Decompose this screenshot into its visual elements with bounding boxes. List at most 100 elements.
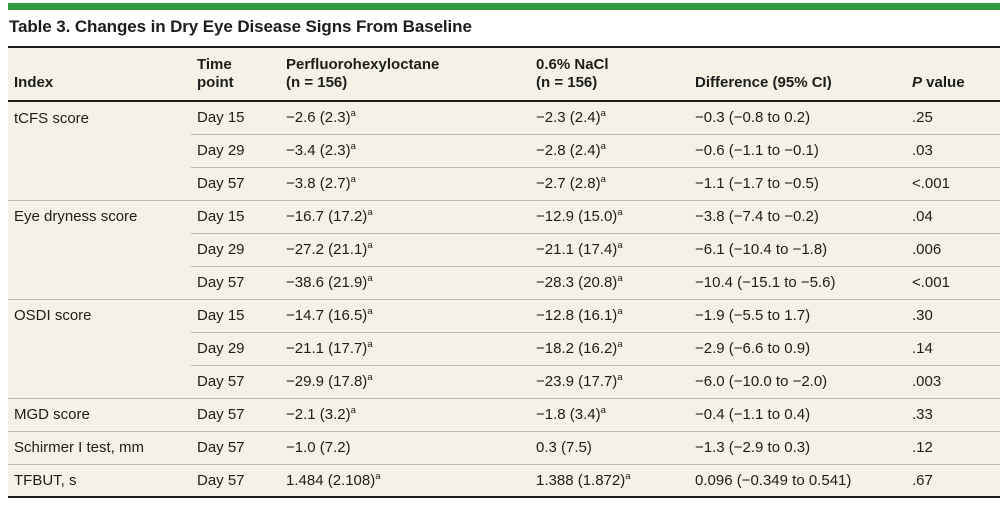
cell-index: Schirmer I test, mm — [8, 430, 191, 464]
nacl-value: −2.3 (2.4) — [536, 109, 601, 127]
table-header: Index Time point Perfluorohexyloctane (n… — [8, 47, 1000, 102]
cell-index — [8, 167, 191, 200]
nacl-value: −23.9 (17.7) — [536, 373, 618, 390]
table-row: Day 29 −27.2 (21.1)a −21.1 (17.4)a −6.1 … — [8, 232, 1000, 266]
table-row: Day 57 −3.8 (2.7)a −2.7 (2.8)a −1.1 (−1.… — [8, 166, 1000, 200]
cell-p-value: .006 — [906, 232, 1000, 266]
col-header-p-italic: P — [912, 74, 923, 92]
table-row: Day 57 −38.6 (21.9)a −28.3 (20.8)a −10.4… — [8, 265, 1000, 299]
dry-eye-signs-table: Index Time point Perfluorohexyloctane (n… — [8, 46, 1000, 498]
col-header-index: Index — [8, 47, 191, 102]
cell-nacl-value: −18.2 (16.2)a — [530, 331, 689, 365]
nacl-value: −18.2 (16.2) — [536, 340, 618, 357]
footnote-marker-a: a — [617, 306, 623, 317]
footnote-marker-a: a — [600, 141, 606, 152]
nacl-value: 0.3 (7.5) — [536, 439, 592, 456]
col-header-nacl-line2: (n = 156) — [536, 74, 598, 92]
cell-index: MGD score — [8, 397, 191, 431]
cell-difference: −3.8 (−7.4 to −0.2) — [689, 199, 906, 233]
footnote-marker-a: a — [350, 405, 356, 416]
nacl-value: −28.3 (20.8) — [536, 274, 618, 291]
drug-value: −3.8 (2.7) — [286, 175, 351, 192]
cell-p-value: .30 — [906, 298, 1000, 332]
table-row: Day 29 −21.1 (17.7)a −18.2 (16.2)a −2.9 … — [8, 331, 1000, 365]
col-header-drug-line2: (n = 156) — [286, 74, 348, 92]
cell-time-point: Day 57 — [191, 397, 280, 431]
cell-p-value: .04 — [906, 199, 1000, 233]
cell-nacl-value: −28.3 (20.8)a — [530, 265, 689, 299]
col-header-nacl: 0.6% NaCl (n = 156) — [530, 47, 689, 102]
cell-drug-value: −38.6 (21.9)a — [280, 265, 530, 299]
drug-value: −2.6 (2.3) — [286, 109, 351, 127]
cell-difference: −2.9 (−6.6 to 0.9) — [689, 331, 906, 365]
cell-index: OSDI score — [8, 298, 191, 332]
footnote-marker-a: a — [367, 372, 373, 383]
cell-nacl-value: −2.8 (2.4)a — [530, 133, 689, 167]
cell-nacl-value: −12.8 (16.1)a — [530, 298, 689, 332]
col-header-difference-label: Difference (95% CI) — [695, 74, 832, 92]
cell-time-point: Day 29 — [191, 232, 280, 266]
footnote-marker-a: a — [375, 470, 381, 482]
cell-difference: −0.3 (−0.8 to 0.2) — [695, 109, 811, 127]
table-row: Day 29 −3.4 (2.3)a −2.8 (2.4)a −0.6 (−1.… — [8, 133, 1000, 167]
cell-nacl-value: −2.3 (2.4)a — [530, 101, 689, 134]
cell-drug-value: −3.8 (2.7)a — [280, 166, 530, 200]
cell-index: tCFS score — [14, 109, 90, 127]
drug-value: −16.7 (17.2) — [286, 208, 368, 225]
cell-time-point: Day 57 — [191, 364, 280, 398]
cell-nacl-value: −21.1 (17.4)a — [530, 232, 689, 266]
table-row: Day 57 −29.9 (17.8)a −23.9 (17.7)a −6.0 … — [8, 364, 1000, 398]
cell-drug-value: 1.484 (2.108)a — [280, 463, 530, 497]
table-row: Eye dryness score Day 15 −16.7 (17.2)a −… — [8, 199, 1000, 233]
cell-p-value: .03 — [906, 133, 1000, 167]
cell-time-point: Day 15 — [197, 109, 245, 127]
cell-drug-value: −21.1 (17.7)a — [280, 331, 530, 365]
cell-nacl-value: −2.7 (2.8)a — [530, 166, 689, 200]
cell-time-point: Day 15 — [191, 199, 280, 233]
cell-difference: −10.4 (−15.1 to −5.6) — [689, 265, 906, 299]
cell-index — [8, 332, 191, 365]
footnote-marker-a: a — [600, 405, 606, 416]
table-container: Index Time point Perfluorohexyloctane (n… — [8, 46, 1000, 498]
cell-time-point: Day 15 — [191, 298, 280, 332]
cell-drug-value: −29.9 (17.8)a — [280, 364, 530, 398]
nacl-value: 1.388 (1.872) — [536, 471, 626, 489]
drug-value: −27.2 (21.1) — [286, 241, 368, 258]
nacl-value: −2.7 (2.8) — [536, 175, 601, 192]
cell-time-point: Day 57 — [191, 463, 280, 497]
cell-drug-value: −16.7 (17.2)a — [280, 199, 530, 233]
drug-value: 1.484 (2.108) — [286, 471, 376, 489]
col-header-p-rest: value — [922, 74, 965, 92]
footnote-marker-a: a — [600, 108, 606, 120]
cell-p-value: <.001 — [906, 166, 1000, 200]
cell-nacl-value: 0.3 (7.5) — [530, 430, 689, 464]
footnote-marker-a: a — [367, 306, 373, 317]
cell-difference: 0.096 (−0.349 to 0.541) — [689, 463, 906, 497]
nacl-value: −2.8 (2.4) — [536, 142, 601, 159]
cell-drug-value: −14.7 (16.5)a — [280, 298, 530, 332]
footnote-marker-a: a — [367, 339, 373, 350]
table-row: Schirmer I test, mm Day 57 −1.0 (7.2) 0.… — [8, 430, 1000, 464]
footnote-marker-a: a — [617, 339, 623, 350]
footnote-marker-a: a — [367, 240, 373, 251]
footnote-marker-a: a — [617, 273, 623, 284]
header-row: Index Time point Perfluorohexyloctane (n… — [8, 47, 1000, 102]
col-header-difference: Difference (95% CI) — [689, 47, 906, 102]
col-header-perfluorohexyloctane: Perfluorohexyloctane (n = 156) — [280, 47, 530, 102]
table-row: TFBUT, s Day 57 1.484 (2.108)a 1.388 (1.… — [8, 463, 1000, 497]
col-header-time-line1: Time — [197, 55, 232, 73]
cell-index — [8, 365, 191, 398]
drug-value: −2.1 (3.2) — [286, 406, 351, 423]
footnote-marker-a: a — [617, 372, 623, 383]
col-header-nacl-line1: 0.6% NaCl — [536, 55, 609, 73]
cell-drug-value: −3.4 (2.3)a — [280, 133, 530, 167]
cell-p-value: .003 — [906, 364, 1000, 398]
table-accent-bar — [8, 3, 1000, 10]
table-row: OSDI score Day 15 −14.7 (16.5)a −12.8 (1… — [8, 298, 1000, 332]
col-header-p-value: P value — [906, 47, 1000, 102]
cell-difference: −6.1 (−10.4 to −1.8) — [689, 232, 906, 266]
cell-p-value: .14 — [906, 331, 1000, 365]
cell-difference: −1.1 (−1.7 to −0.5) — [689, 166, 906, 200]
cell-time-point: Day 57 — [191, 166, 280, 200]
